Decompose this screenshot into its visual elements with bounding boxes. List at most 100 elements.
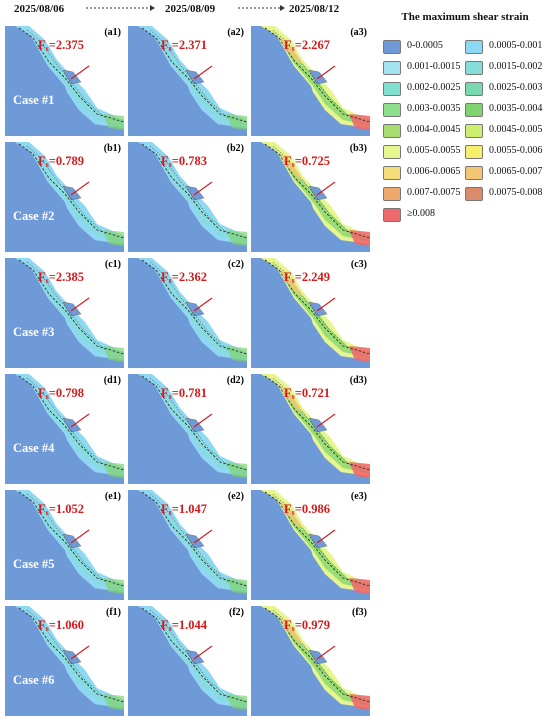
- legend-swatch: [465, 145, 483, 159]
- slip-surface-line: [264, 143, 370, 239]
- toe-zone: [226, 578, 247, 594]
- fs-value: =1.060: [48, 618, 85, 632]
- legend-swatch: [383, 187, 401, 201]
- fs-value: =2.371: [171, 38, 208, 52]
- bedrock-zone: [5, 258, 124, 368]
- panel-label: (f1): [106, 607, 121, 618]
- factor-of-safety-label: Fs=0.783: [161, 154, 207, 169]
- high-strain-zone: [279, 500, 303, 528]
- toe-zone: [349, 578, 370, 594]
- factor-of-safety-label: Fs=0.721: [284, 386, 330, 401]
- fs-symbol: F: [38, 618, 46, 632]
- slope-model: [251, 258, 370, 368]
- bench-block: [308, 301, 328, 317]
- fs-pointer-line: [316, 65, 336, 80]
- factor-of-safety-label: Fs=1.052: [38, 502, 84, 517]
- fs-symbol: F: [284, 38, 292, 52]
- fs-value: =0.725: [294, 154, 331, 168]
- legend-swatch: [465, 82, 483, 96]
- fs-subscript: s: [291, 624, 295, 633]
- bedrock-zone: [251, 142, 370, 252]
- fs-value: =2.362: [171, 270, 208, 284]
- simulation-panel: (f3) Fs=0.979: [251, 606, 370, 716]
- bench-block: [185, 417, 205, 433]
- fs-value: =1.052: [48, 502, 85, 516]
- high-strain-zone: [279, 616, 303, 644]
- reference-line: [26, 609, 106, 699]
- bench-block: [62, 69, 82, 85]
- legend-swatch: [465, 124, 483, 138]
- fs-pointer-line: [316, 529, 336, 544]
- factor-of-safety-label: Fs=0.725: [284, 154, 330, 169]
- fs-subscript: s: [291, 160, 295, 169]
- bench-block: [185, 69, 205, 85]
- legend-label: 0.0015-0.002: [489, 61, 543, 72]
- fs-pointer-line: [70, 181, 90, 196]
- factor-of-safety-label: Fs=1.060: [38, 618, 84, 633]
- fs-symbol: F: [284, 618, 292, 632]
- fs-pointer-line: [70, 645, 90, 660]
- toe-zone: [349, 230, 370, 246]
- bench-block: [62, 417, 82, 433]
- fs-subscript: s: [45, 392, 49, 401]
- bench-block: [308, 533, 328, 549]
- slope-model: [5, 490, 124, 600]
- fs-symbol: F: [161, 270, 169, 284]
- bedrock-zone: [128, 26, 247, 136]
- bench-block: [185, 301, 205, 317]
- legend-swatch: [383, 124, 401, 138]
- reference-line: [26, 261, 106, 351]
- fs-pointer-line: [316, 297, 336, 312]
- fs-symbol: F: [161, 38, 169, 52]
- bench-block: [308, 649, 328, 665]
- simulation-panel: (e3) Fs=0.986: [251, 490, 370, 600]
- fs-value: =2.385: [48, 270, 85, 284]
- factor-of-safety-label: Fs=1.047: [161, 502, 207, 517]
- reference-line: [272, 261, 352, 351]
- toe-zone: [226, 346, 247, 362]
- slope-model: [128, 374, 247, 484]
- slip-surface-line: [141, 491, 247, 587]
- fs-pointer-line: [316, 181, 336, 196]
- fs-pointer-line: [316, 413, 336, 428]
- panel-label: (d3): [349, 375, 367, 386]
- fs-subscript: s: [45, 276, 49, 285]
- legend-title: The maximum shear strain: [401, 11, 529, 23]
- fs-subscript: s: [168, 276, 172, 285]
- bedrock-zone: [5, 490, 124, 600]
- case-label: Case #1: [13, 93, 55, 107]
- slip-surface-line: [18, 27, 124, 123]
- toe-zone: [349, 346, 370, 362]
- slip-surface-line: [18, 259, 124, 355]
- simulation-panel: (c2) Fs=2.362: [128, 258, 247, 368]
- fs-value: =1.047: [171, 502, 208, 516]
- fs-symbol: F: [161, 618, 169, 632]
- panel-label: (b3): [349, 143, 367, 154]
- simulation-panel: (b1) Fs=0.789 Case #2: [5, 142, 124, 252]
- toe-zone: [103, 462, 124, 478]
- reference-line: [272, 377, 352, 467]
- slip-surface-line: [141, 607, 247, 703]
- slip-surface-line: [141, 375, 247, 471]
- slip-surface-line: [264, 491, 370, 587]
- simulation-panel: (e1) Fs=1.052 Case #5: [5, 490, 124, 600]
- fs-symbol: F: [38, 270, 46, 284]
- slope-model: [5, 258, 124, 368]
- legend-label: ≥0.008: [407, 208, 435, 219]
- legend-label: 0-0.0005: [407, 40, 443, 51]
- simulation-panel: (b2) Fs=0.783: [128, 142, 247, 252]
- toe-zone: [103, 578, 124, 594]
- panel-label: (e3): [350, 491, 367, 502]
- legend-swatch: [465, 103, 483, 117]
- legend-label: 0.007-0.0075: [407, 187, 461, 198]
- reference-line: [149, 29, 229, 119]
- case-label: Case #3: [13, 325, 55, 339]
- fs-value: =0.781: [171, 386, 208, 400]
- simulation-panel: (f2) Fs=1.044: [128, 606, 247, 716]
- case-label: Case #5: [13, 557, 55, 571]
- fs-symbol: F: [38, 502, 46, 516]
- simulation-panel: (e2) Fs=1.047: [128, 490, 247, 600]
- panel-label: (c2): [227, 259, 244, 270]
- legend-label: 0.0075-0.008: [489, 187, 543, 198]
- simulation-panel: (a2) Fs=2.371: [128, 26, 247, 136]
